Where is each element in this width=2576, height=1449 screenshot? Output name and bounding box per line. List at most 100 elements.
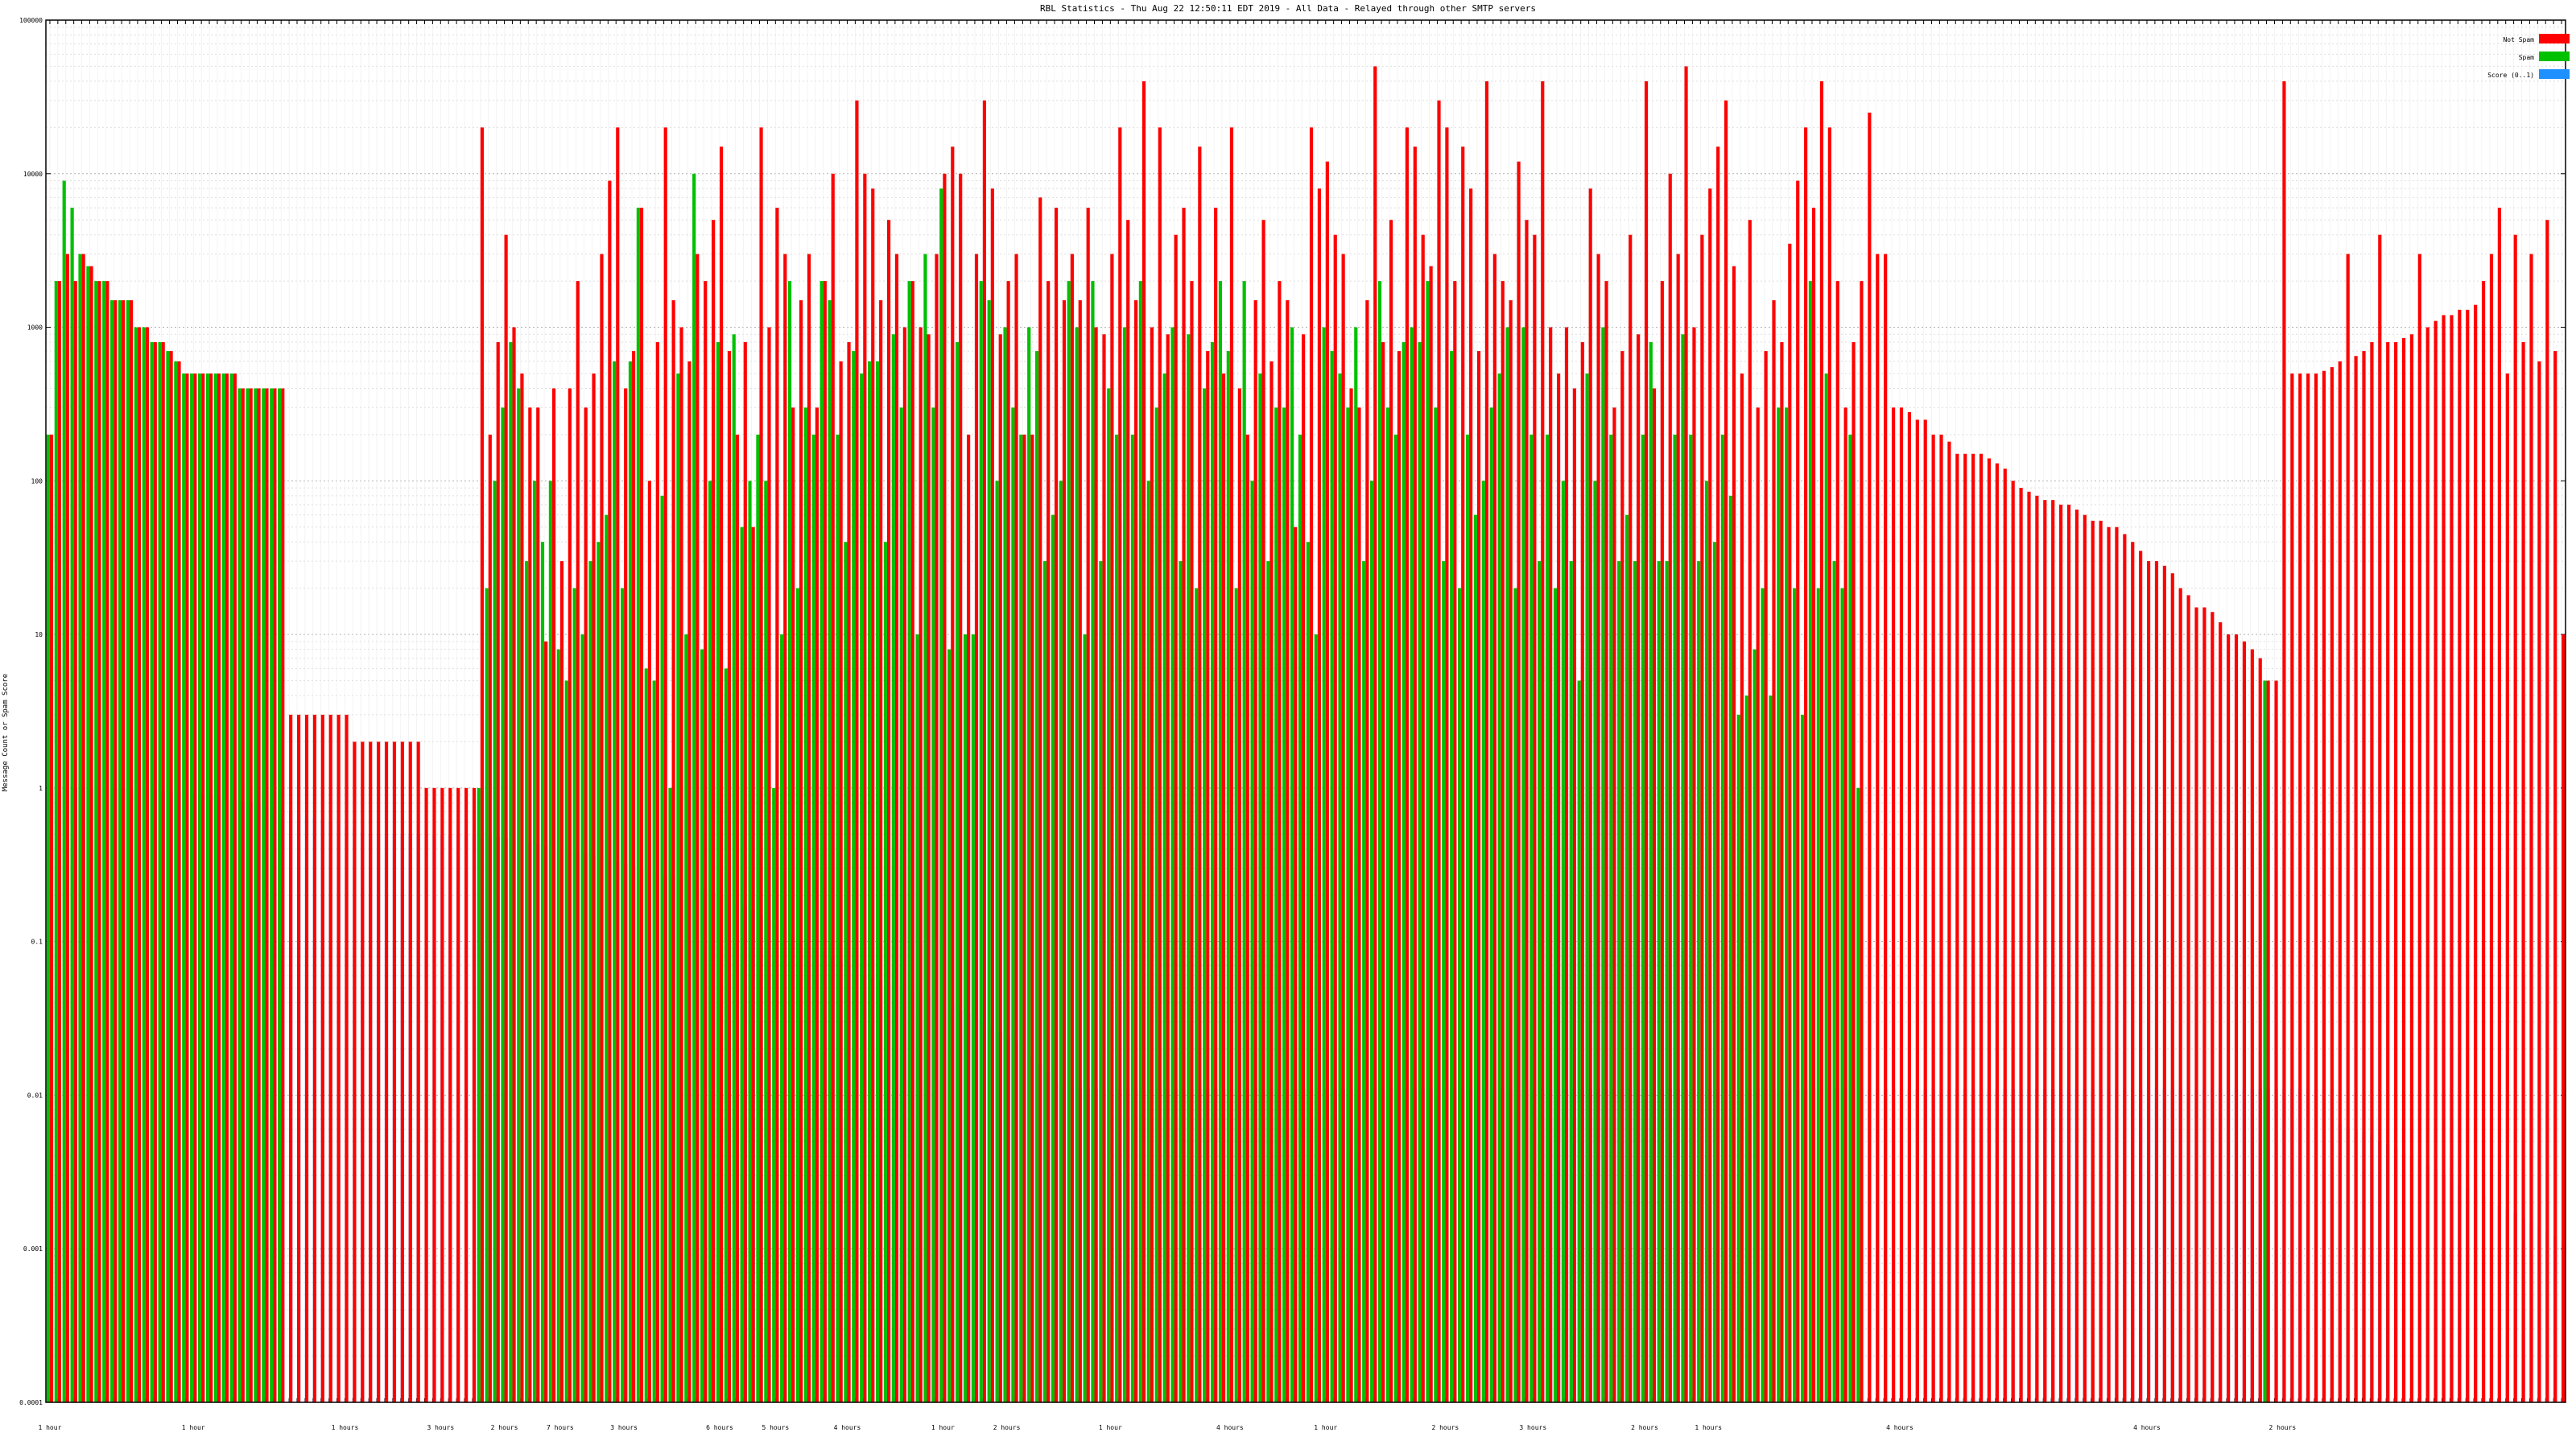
not-spam-bar <box>1206 351 1210 1402</box>
not-spam-bar <box>1341 254 1345 1402</box>
spam-bar <box>509 342 513 1402</box>
not-spam-bar <box>1772 299 1776 1403</box>
not-spam-bar <box>2250 649 2254 1402</box>
not-spam-bar <box>536 407 540 1402</box>
not-spam-bar <box>73 281 77 1402</box>
plot-frame <box>45 19 2566 1403</box>
spam-bar <box>1800 714 1805 1402</box>
not-spam-bar <box>177 361 181 1402</box>
legend: Not Spam Spam Score (0..1) <box>2487 34 2570 79</box>
spam-bar <box>780 634 784 1402</box>
not-spam-bar <box>1134 299 1138 1403</box>
spam-bar <box>803 407 807 1402</box>
spam-bar <box>1266 561 1270 1403</box>
spam-bar <box>1330 351 1334 1402</box>
not-spam-bar <box>1389 220 1393 1402</box>
spam-bar <box>1856 787 1860 1402</box>
not-spam-bar <box>2043 500 2047 1402</box>
spam-bar <box>246 388 250 1403</box>
spam-bar <box>1107 388 1111 1403</box>
spam-bar <box>62 180 66 1402</box>
not-spam-bar <box>1931 434 1935 1402</box>
not-spam-bar <box>1429 266 1433 1402</box>
not-spam-bar <box>639 208 644 1403</box>
spam-bar <box>931 407 935 1402</box>
spam-bar <box>540 542 545 1402</box>
not-spam-bar <box>1843 407 1847 1402</box>
spam-bar <box>828 299 832 1403</box>
spam-bar <box>70 208 74 1403</box>
spam-bar <box>493 481 497 1403</box>
not-spam-bar <box>217 373 221 1403</box>
spam-bar <box>166 351 170 1402</box>
not-spam-bar <box>2274 680 2278 1402</box>
not-spam-bar <box>2553 351 2557 1402</box>
not-spam-bar <box>647 481 651 1403</box>
not-spam-bar <box>2139 551 2143 1403</box>
spam-bar <box>580 634 584 1402</box>
not-spam-bar <box>839 361 843 1402</box>
not-spam-bar <box>894 254 899 1402</box>
not-spam-bar <box>1804 127 1808 1403</box>
not-spam-bar <box>2099 520 2103 1402</box>
not-spam-bar <box>1261 220 1265 1402</box>
legend-swatch <box>2539 69 2570 79</box>
not-spam-bar <box>1541 80 1545 1403</box>
not-spam-bar <box>831 173 835 1402</box>
not-spam-bar <box>982 100 987 1402</box>
spam-bar <box>1633 561 1637 1403</box>
not-spam-bar <box>902 327 906 1402</box>
spam-bar <box>1258 373 1262 1403</box>
not-spam-bar <box>1102 334 1106 1403</box>
not-spam-bar <box>1302 334 1306 1403</box>
not-spam-bar <box>1166 334 1170 1403</box>
not-spam-bar <box>1517 161 1521 1402</box>
not-spam-bar <box>1381 342 1385 1402</box>
not-spam-bar <box>2091 520 2095 1402</box>
not-spam-bar <box>1054 208 1059 1403</box>
not-spam-bar <box>1421 234 1425 1402</box>
spam-bar <box>1673 434 1677 1402</box>
not-spam-bar <box>2107 526 2111 1402</box>
spam-bar <box>126 299 130 1403</box>
not-spam-bar <box>408 741 412 1402</box>
spam-bar <box>995 481 999 1403</box>
not-spam-bar <box>2051 500 2055 1402</box>
spam-bar <box>795 588 800 1402</box>
not-spam-bar <box>2521 342 2525 1402</box>
not-spam-bar <box>719 147 724 1402</box>
spam-bar <box>1162 373 1166 1403</box>
spam-bar <box>221 373 225 1403</box>
spam-bar <box>1099 561 1103 1403</box>
spam-bar <box>636 208 640 1403</box>
not-spam-bar <box>1094 327 1098 1402</box>
not-spam-bar <box>320 714 324 1402</box>
not-spam-bar <box>910 281 914 1402</box>
not-spam-bar <box>1174 234 1178 1402</box>
spam-bar <box>1720 434 1725 1402</box>
not-spam-bar <box>1580 342 1584 1402</box>
spam-bar <box>764 481 768 1403</box>
not-spam-bar <box>1278 281 1282 1402</box>
bar-marks <box>46 66 2566 1403</box>
spam-bar <box>1785 407 1789 1402</box>
spam-bar <box>205 373 210 1403</box>
x-time-label: 2 hours <box>1631 1424 1658 1431</box>
spam-bar <box>588 561 592 1403</box>
not-spam-bar <box>775 208 779 1403</box>
not-spam-bar <box>1947 441 1951 1402</box>
not-spam-bar <box>671 299 675 1403</box>
x-time-label: 2 hours <box>993 1424 1021 1431</box>
spam-bar <box>1752 649 1757 1402</box>
spam-bar <box>1426 281 1430 1402</box>
spam-bar <box>1170 327 1174 1402</box>
spam-bar <box>1777 407 1781 1402</box>
spam-bar <box>1035 351 1039 1402</box>
spam-bar <box>548 481 552 1403</box>
spam-bar <box>1434 407 1438 1402</box>
not-spam-bar <box>2401 338 2406 1402</box>
not-spam-bar <box>1620 351 1624 1402</box>
not-spam-bar <box>2003 469 2007 1402</box>
not-spam-bar <box>1492 254 1496 1402</box>
